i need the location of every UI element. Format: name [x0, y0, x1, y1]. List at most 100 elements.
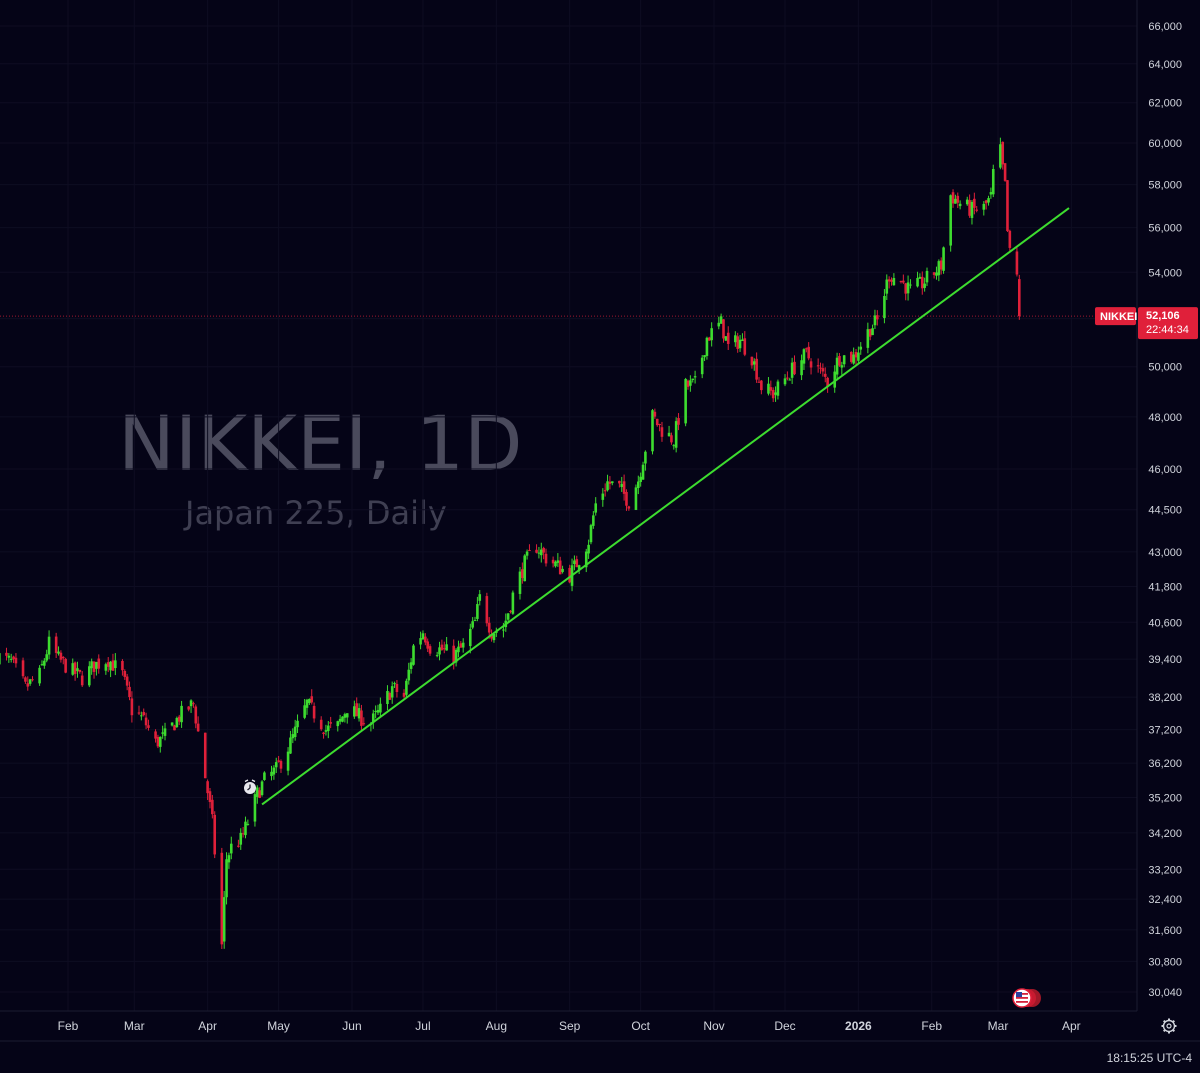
x-tick-label: Jun	[342, 1019, 361, 1033]
candle-body	[492, 633, 496, 641]
candle	[130, 691, 134, 723]
candle-body	[677, 418, 680, 425]
candle	[902, 274, 905, 285]
candle-body	[137, 712, 141, 714]
y-tick-label: 48,000	[1148, 412, 1182, 424]
candle	[196, 716, 200, 732]
candle	[407, 662, 411, 685]
candle-body	[618, 480, 621, 484]
candle	[289, 730, 292, 754]
us-flag-event-icon[interactable]	[1012, 988, 1041, 1008]
candle	[308, 698, 311, 705]
candle	[868, 328, 872, 341]
candle-body	[925, 270, 929, 283]
candle	[128, 681, 131, 701]
candle-body	[842, 355, 846, 365]
x-tick-label: Feb	[921, 1019, 942, 1033]
candle	[793, 355, 796, 376]
y-tick-label: 40,600	[1148, 617, 1182, 629]
candle-body	[542, 547, 545, 553]
candle-body	[577, 565, 581, 571]
candle	[859, 342, 863, 355]
candles	[0, 137, 1021, 950]
candle-body	[852, 354, 855, 364]
candle	[783, 374, 787, 387]
candle	[239, 828, 243, 850]
candle-body	[641, 464, 645, 480]
candle	[260, 780, 264, 797]
candle	[180, 700, 183, 728]
candle-body	[502, 629, 505, 631]
candle	[256, 785, 259, 804]
candle-body	[544, 553, 548, 564]
candle	[59, 650, 63, 663]
candle-body	[125, 676, 129, 686]
candle	[705, 336, 709, 360]
candle	[525, 549, 529, 560]
candle	[975, 205, 979, 213]
candle	[170, 722, 174, 727]
candle	[939, 257, 943, 275]
candle	[603, 483, 607, 497]
trendline[interactable]	[261, 207, 1070, 806]
candle	[111, 653, 115, 671]
candle-body	[783, 378, 787, 385]
candle-body	[750, 356, 754, 366]
candle-body	[866, 329, 870, 348]
gear-icon[interactable]	[1161, 1018, 1177, 1034]
candle	[700, 355, 704, 379]
candle	[622, 474, 626, 501]
candle	[620, 476, 624, 492]
candle-body	[428, 646, 432, 654]
candle	[104, 662, 108, 675]
y-tick-label: 31,600	[1148, 925, 1182, 937]
candle-body	[229, 843, 233, 854]
candle	[1015, 247, 1019, 277]
candle-body	[163, 728, 167, 736]
candle-body	[206, 781, 209, 794]
candle-body	[835, 357, 839, 375]
candle-body	[518, 571, 522, 594]
candle-body	[653, 411, 657, 417]
candle	[461, 638, 465, 653]
candle	[937, 259, 941, 282]
candle	[771, 387, 775, 403]
alarm-clock-icon[interactable]	[244, 779, 256, 794]
candle-body	[374, 711, 377, 713]
candle	[305, 698, 309, 715]
candle	[786, 371, 789, 381]
candle	[457, 640, 460, 658]
candle	[842, 355, 846, 368]
candle	[807, 342, 810, 361]
candle	[816, 358, 820, 373]
x-axis[interactable]: 5FebMarAprMayJunJulAugSepOctNovDec2026Fe…	[0, 1019, 1081, 1033]
candle	[965, 196, 969, 206]
candle-body	[128, 686, 131, 698]
candle-body	[390, 686, 394, 698]
candle	[71, 658, 75, 676]
candle-body	[357, 708, 361, 719]
candle-body	[270, 771, 273, 777]
candle	[932, 272, 936, 279]
candle-body	[324, 730, 328, 732]
y-tick-label: 36,200	[1148, 758, 1182, 770]
candle-body	[38, 667, 41, 684]
candle	[667, 425, 671, 437]
candle	[634, 484, 638, 511]
candle	[904, 282, 908, 301]
candle-body	[57, 651, 60, 654]
candle	[487, 617, 491, 639]
candle	[147, 719, 150, 731]
candle-body	[440, 644, 444, 650]
candle	[341, 716, 344, 723]
candle-body	[442, 648, 446, 650]
candle-body	[341, 716, 344, 722]
candle-body	[187, 706, 190, 710]
candle-body	[693, 376, 697, 378]
candle-body	[355, 703, 359, 717]
candle	[606, 474, 609, 492]
candle	[644, 450, 647, 471]
y-axis[interactable]: 66,000 64,000 62,000 60,000 58,000 56,000 54,0…	[1148, 21, 1182, 999]
candle	[78, 669, 82, 674]
